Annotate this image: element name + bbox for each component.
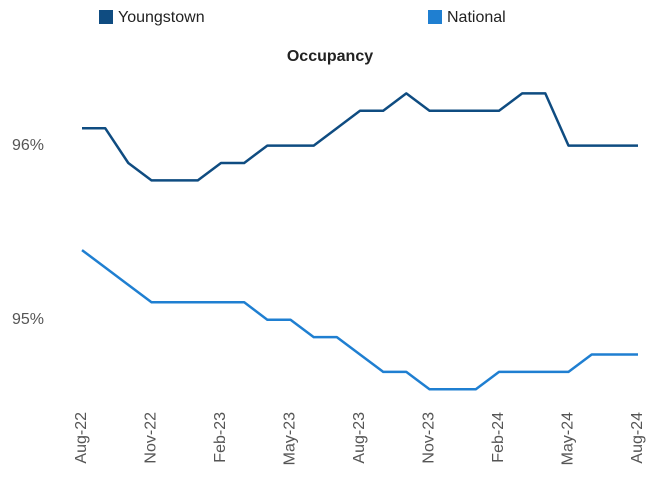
x-tick-label: Aug-24 — [629, 412, 646, 464]
series-line — [82, 92, 638, 182]
x-tick-label: Nov-22 — [143, 412, 160, 464]
y-tick-label: 95% — [12, 311, 44, 328]
legend-label: Youngstown — [118, 9, 205, 26]
x-tick-label: May-23 — [282, 412, 299, 465]
x-tick-label: May-24 — [560, 412, 577, 465]
x-tick-label: Nov-23 — [421, 412, 438, 464]
chart-title: Occupancy — [287, 48, 373, 65]
legend-swatch — [428, 10, 442, 24]
x-tick-label: Feb-24 — [490, 412, 507, 463]
legend-label: National — [447, 9, 506, 26]
x-tick-label: Aug-23 — [351, 412, 368, 464]
x-tick-label: Aug-22 — [73, 412, 90, 464]
series-line — [81, 249, 638, 391]
x-tick-label: Feb-23 — [212, 412, 229, 463]
legend-swatch — [99, 10, 113, 24]
y-tick-label: 96% — [12, 137, 44, 154]
